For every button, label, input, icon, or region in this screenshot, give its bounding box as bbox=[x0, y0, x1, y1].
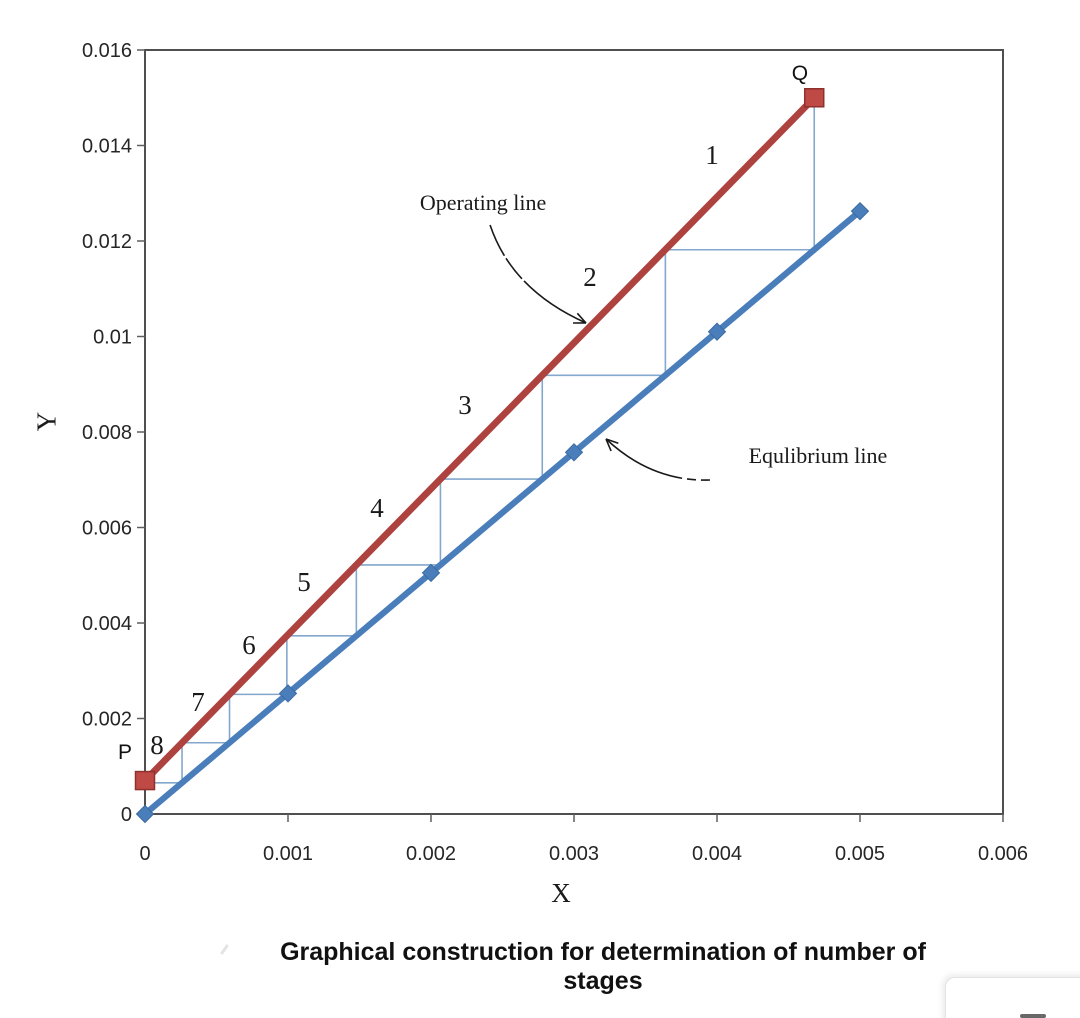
operating-line bbox=[141, 94, 818, 784]
y-tick-label: 0.006 bbox=[82, 518, 132, 540]
y-tick-label: 0.002 bbox=[82, 709, 132, 731]
operating-square-marker-p bbox=[134, 770, 156, 791]
x-tick-label: 0.001 bbox=[263, 843, 313, 865]
equilibrium-diamond-marker bbox=[421, 563, 441, 583]
labels-layer: 1 2 3 4 5 6 78 Q P bbox=[118, 62, 808, 764]
stage-label-3: 3 bbox=[458, 390, 472, 420]
y-tick-label: 0.008 bbox=[82, 422, 132, 444]
annotation-arrow bbox=[605, 438, 711, 481]
equilibrium-diamond-marker bbox=[707, 322, 727, 341]
axes-layer: 0 0.002 0.004 0.006 0.008 0.01 0.012 0.014 0.016… bbox=[82, 40, 1028, 865]
equilibrium-diamond-marker bbox=[564, 443, 584, 462]
annotation-arrowhead bbox=[605, 438, 619, 445]
equilibrium-diamond-marker bbox=[278, 684, 298, 703]
annotation-label-1: Equlibrium line bbox=[749, 443, 888, 468]
y-tick-label: 0 bbox=[121, 804, 132, 826]
annotation-label-0: Operating line bbox=[420, 190, 546, 215]
x-tick-label: 0 bbox=[139, 843, 150, 865]
y-axis-title: Y bbox=[31, 411, 62, 432]
x-tick-label: 0.006 bbox=[978, 843, 1028, 865]
y-tick-label: 0.012 bbox=[82, 231, 132, 253]
y-tick-label: 0.014 bbox=[82, 136, 132, 158]
equilibrium-line bbox=[141, 208, 864, 818]
operating-square-marker-q bbox=[803, 88, 825, 108]
x-tick-label: 0.003 bbox=[549, 843, 599, 865]
x-tick-label: 0.005 bbox=[835, 843, 885, 865]
equilibrium-diamond-marker bbox=[135, 804, 155, 824]
y-tick-label: 0.004 bbox=[82, 613, 132, 635]
stage-label-7: 7 bbox=[191, 687, 205, 717]
stage-label-8: 8 bbox=[150, 730, 164, 760]
x-tick-label: 0.004 bbox=[692, 843, 742, 865]
annotation-arrow bbox=[489, 224, 587, 324]
annotation-arrowhead bbox=[576, 312, 587, 324]
series-layer bbox=[134, 88, 870, 824]
stage-label-5: 5 bbox=[297, 567, 311, 597]
x-tick-label: 0.002 bbox=[406, 843, 456, 865]
plot-frame bbox=[144, 49, 1004, 815]
stage-label-6: 6 bbox=[242, 630, 256, 660]
stage-label-2: 2 bbox=[583, 262, 597, 292]
point-label-q: Q bbox=[792, 62, 808, 85]
stage-label-1: 1 bbox=[705, 140, 719, 170]
y-tick-label: 0.016 bbox=[82, 40, 132, 62]
equilibrium-diamond-marker bbox=[850, 201, 870, 221]
cutoff-card bbox=[945, 977, 1080, 1018]
y-tick-label: 0.01 bbox=[93, 327, 132, 349]
point-label-p: P bbox=[118, 741, 132, 764]
annotation-arrowhead bbox=[605, 438, 612, 452]
figure-title: Graphical construction for determination… bbox=[280, 938, 926, 995]
stage-label-4: 4 bbox=[370, 493, 384, 523]
cutoff-card-mark bbox=[1020, 1014, 1046, 1018]
x-axis-title: X bbox=[551, 878, 571, 908]
annotations-layer: Operating line Equlibrium line bbox=[420, 190, 888, 481]
